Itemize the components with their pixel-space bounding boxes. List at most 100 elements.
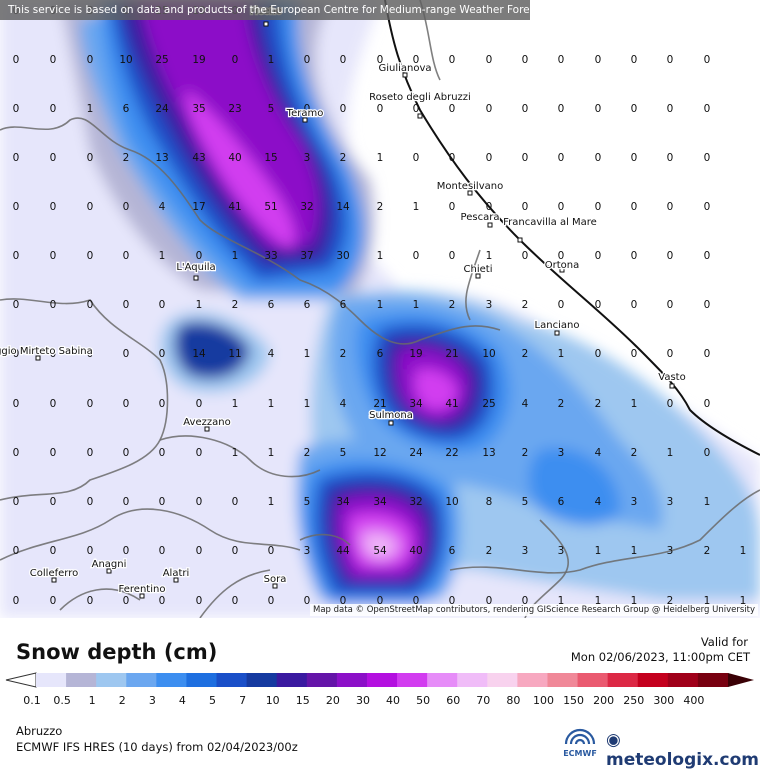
grid-value: 0 xyxy=(159,447,166,459)
grid-value: 0 xyxy=(123,348,130,360)
snow-depth-map[interactable]: 0030251900000102519010000000000000016243… xyxy=(0,0,760,618)
grid-value: 6 xyxy=(268,299,275,311)
grid-value: 0 xyxy=(87,152,94,164)
grid-value: 1 xyxy=(268,54,275,66)
grid-value: 4 xyxy=(595,447,602,459)
scale-swatch xyxy=(697,673,729,687)
scale-tick-label: 150 xyxy=(563,694,584,707)
grid-value: 0 xyxy=(486,54,493,66)
map-canvas: 0030251900000102519010000000000000016243… xyxy=(0,0,760,618)
grid-value: 0 xyxy=(13,299,20,311)
grid-value: 21 xyxy=(445,348,458,360)
snow-depth-area xyxy=(366,537,393,555)
grid-value: 0 xyxy=(50,595,57,607)
legend-panel: Snow depth (cm) Valid for Mon 02/06/2023… xyxy=(0,618,760,770)
grid-value: 0 xyxy=(87,201,94,213)
city-label: L'Aquila xyxy=(176,262,215,273)
scale-swatch xyxy=(366,673,398,687)
valid-for-label: Valid for xyxy=(700,635,748,649)
scale-tick-label: 0.1 xyxy=(23,694,41,707)
grid-value: 1 xyxy=(486,250,493,262)
grid-value: 25 xyxy=(482,398,495,410)
grid-value: 19 xyxy=(192,54,205,66)
scale-tick-label: 7 xyxy=(239,694,246,707)
city-marker xyxy=(402,72,408,78)
grid-value: 0 xyxy=(87,398,94,410)
grid-value: 5 xyxy=(304,496,311,508)
grid-value: 1 xyxy=(631,595,638,607)
grid-value: 2 xyxy=(123,152,130,164)
grid-value: 40 xyxy=(409,545,422,557)
scale-swatch xyxy=(336,673,368,687)
grid-value: 0 xyxy=(449,201,456,213)
grid-value: 14 xyxy=(336,201,350,213)
grid-value: 35 xyxy=(192,103,205,115)
grid-value: 0 xyxy=(232,595,239,607)
city-label: Giulianova xyxy=(378,63,431,74)
brand-text: meteologix.com xyxy=(606,750,759,770)
city-marker xyxy=(302,117,308,123)
grid-value: 41 xyxy=(445,398,458,410)
grid-value: 0 xyxy=(631,54,638,66)
grid-value: 0 xyxy=(667,398,674,410)
grid-value: 6 xyxy=(340,299,347,311)
grid-value-labels: 0030251900000102519010000000000000016243… xyxy=(13,5,747,607)
grid-value: 1 xyxy=(377,299,384,311)
grid-value: 0 xyxy=(159,348,166,360)
grid-value: 6 xyxy=(304,299,311,311)
grid-value: 4 xyxy=(340,398,347,410)
grid-value: 0 xyxy=(268,595,275,607)
grid-value: 2 xyxy=(522,299,529,311)
grid-value: 0 xyxy=(631,103,638,115)
grid-value: 0 xyxy=(522,54,529,66)
scale-swatch xyxy=(487,673,518,687)
grid-value: 1 xyxy=(704,595,711,607)
snow-depth-area xyxy=(185,90,295,250)
map-attribution[interactable]: Map data © OpenStreetMap contributors, r… xyxy=(310,604,758,616)
scale-swatch xyxy=(637,673,669,687)
scale-tick-label: 2 xyxy=(119,694,126,707)
city-marker xyxy=(173,577,179,583)
grid-value: 0 xyxy=(123,250,130,262)
scale-swatch xyxy=(667,673,699,687)
meteologix-brand[interactable]: ◉ meteologix.com xyxy=(606,730,760,770)
grid-value: 2 xyxy=(449,299,456,311)
grid-value: 0 xyxy=(50,152,57,164)
grid-value: 1 xyxy=(558,595,565,607)
coastline xyxy=(384,0,760,456)
scale-min-arrow xyxy=(5,672,37,688)
city-marker xyxy=(263,21,269,27)
grid-value: 3 xyxy=(558,447,565,459)
grid-value: 0 xyxy=(595,299,602,311)
grid-value: 1 xyxy=(631,545,638,557)
city-marker xyxy=(487,222,493,228)
city-label: Avezzano xyxy=(183,417,230,428)
region-border xyxy=(0,117,361,321)
grid-value: 0 xyxy=(449,54,456,66)
grid-value: 34 xyxy=(336,496,350,508)
grid-value: 0 xyxy=(13,103,20,115)
grid-value: 0 xyxy=(704,250,711,262)
grid-value: 1 xyxy=(413,201,420,213)
grid-value: 8 xyxy=(486,496,493,508)
grid-value: 0 xyxy=(50,103,57,115)
scale-swatch xyxy=(156,673,187,687)
grid-value: 0 xyxy=(413,595,420,607)
grid-value: 0 xyxy=(50,348,57,360)
grid-value: 0 xyxy=(340,595,347,607)
grid-value: 3 xyxy=(558,545,565,557)
grid-value: 6 xyxy=(377,348,384,360)
grid-value: 5 xyxy=(268,103,275,115)
grid-value: 1 xyxy=(704,496,711,508)
city-label: Chieti xyxy=(464,264,493,275)
city-label: Montesilvano xyxy=(437,181,503,192)
city-marker xyxy=(475,273,481,279)
grid-value: 3 xyxy=(486,299,493,311)
grid-value: 0 xyxy=(159,496,166,508)
grid-value: 15 xyxy=(264,152,277,164)
grid-value: 11 xyxy=(228,348,241,360)
grid-value: 3 xyxy=(304,545,311,557)
grid-value: 0 xyxy=(159,398,166,410)
grid-value: 1 xyxy=(268,447,275,459)
grid-value: 0 xyxy=(377,595,384,607)
